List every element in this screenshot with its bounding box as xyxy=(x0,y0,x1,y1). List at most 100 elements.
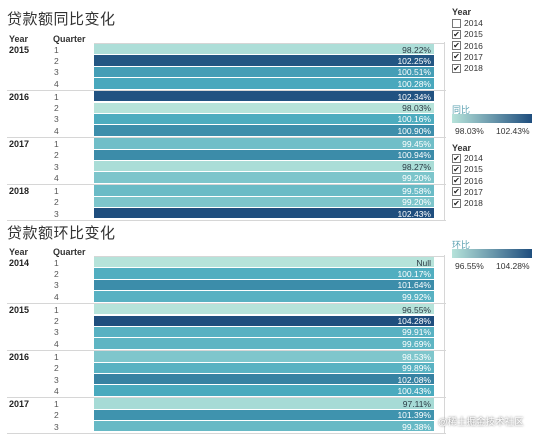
chart1-cell-2017-q4[interactable] xyxy=(94,172,434,184)
legend1-color-ramp xyxy=(452,114,532,123)
filter1-option-label: 2016 xyxy=(464,40,483,51)
filter1-option-2016[interactable]: ✔ 2016 xyxy=(452,41,483,51)
chart2-quarter-label: 1 xyxy=(54,257,59,268)
chart1-cell-2016-q4[interactable] xyxy=(94,125,434,137)
chart2-group-divider xyxy=(7,303,446,305)
chart1-quarter-label: 2 xyxy=(54,197,59,208)
chart2-title: 贷款额环比变化 xyxy=(7,224,116,242)
filter1-checkbox[interactable]: ✔ xyxy=(452,29,461,39)
chart2-cell-2015-q4[interactable] xyxy=(94,338,434,350)
chart2-cell-2016-q4[interactable] xyxy=(94,385,434,397)
filter1-option-label: 2017 xyxy=(464,51,483,62)
chart2-cell-2016-q3[interactable] xyxy=(94,374,434,386)
filter1-checkbox[interactable]: ✔ xyxy=(452,63,461,73)
chart2-value-label: 101.39% xyxy=(397,410,431,421)
filter2-option-label: 2016 xyxy=(464,175,483,186)
filter1-option-2018[interactable]: ✔ 2018 xyxy=(452,63,483,73)
chart2-heatmap: 2014 1 Null 2 100.17% 3 101.64% 4 99.92% 2015 1 96.… xyxy=(7,255,446,434)
chart2-value-label: Null xyxy=(416,257,431,268)
filter2-option-2018[interactable]: ✔ 2018 xyxy=(452,198,483,208)
filter1-checkbox[interactable] xyxy=(452,18,461,28)
chart2-value-label: 104.28% xyxy=(397,316,431,326)
filter1-checkbox[interactable]: ✔ xyxy=(452,52,461,62)
filter1-option-2015[interactable]: ✔ 2015 xyxy=(452,29,483,39)
chart1-heatmap: 2015 1 98.22% 2 102.25% 3 100.51% 4 100.28% 2016 1… xyxy=(0,0,450,221)
chart1-quarter-label: 1 xyxy=(54,44,59,55)
chart1-cell-2017-q1[interactable] xyxy=(94,138,434,150)
filter2-option-2016[interactable]: ✔ 2016 xyxy=(452,176,483,186)
chart2-header-rule xyxy=(94,256,444,257)
chart1-value-label: 98.22% xyxy=(402,44,431,55)
chart1-value-label: 99.20% xyxy=(402,172,431,183)
chart2-quarter-label: 3 xyxy=(54,421,59,432)
chart2-cell-2017-q1[interactable] xyxy=(94,398,434,410)
chart1-year-header: Year xyxy=(9,34,29,44)
chart1-quarter-label: 2 xyxy=(54,55,59,66)
legend2-max-label: 104.28% xyxy=(496,261,530,271)
chart2-cell-2015-q1[interactable] xyxy=(94,304,434,316)
chart2-quarter-header: Quarter xyxy=(53,247,86,257)
chart1-cell-2017-q2[interactable] xyxy=(94,149,434,161)
filter1-checkbox[interactable]: ✔ xyxy=(452,41,461,51)
chart1-right-border xyxy=(444,42,445,221)
legend1-max-label: 102.43% xyxy=(496,126,530,136)
chart1-year-label-2015: 2015 xyxy=(9,44,30,55)
filter1-option-2017[interactable]: ✔ 2017 xyxy=(452,52,483,62)
filter2-option-2017[interactable]: ✔ 2017 xyxy=(452,187,483,197)
chart1-cell-2015-q4[interactable] xyxy=(94,78,434,90)
chart2-value-label: 100.17% xyxy=(397,268,431,279)
chart1-cell-2018-q3[interactable] xyxy=(94,208,434,220)
chart1-cell-2016-q1[interactable] xyxy=(94,91,434,103)
chart1-cell-2018-q1[interactable] xyxy=(94,185,434,197)
chart2-quarter-label: 3 xyxy=(54,327,59,338)
chart1-quarter-label: 3 xyxy=(54,161,59,172)
chart1-value-label: 99.20% xyxy=(402,197,431,208)
chart2-cell-2014-q4[interactable] xyxy=(94,291,434,303)
chart2-quarter-label: 1 xyxy=(54,351,59,362)
chart2-cell-2014-q3[interactable] xyxy=(94,279,434,292)
chart1-quarter-label: 3 xyxy=(54,114,59,125)
chart1-cell-2016-q3[interactable] xyxy=(94,113,434,126)
chart1-cell-2018-q2[interactable] xyxy=(94,196,434,209)
chart2-value-label: 96.55% xyxy=(402,304,431,315)
chart2-cell-2016-q1[interactable] xyxy=(94,351,434,363)
chart1-cell-2015-q3[interactable] xyxy=(94,66,434,79)
chart2-cell-2017-q3[interactable] xyxy=(94,421,434,433)
filter2-title: Year xyxy=(452,143,472,153)
filter2-checkbox[interactable]: ✔ xyxy=(452,153,461,163)
chart2-value-label: 99.89% xyxy=(402,363,431,374)
chart1-cell-2015-q1[interactable] xyxy=(94,44,434,56)
chart1-value-label: 102.34% xyxy=(397,91,431,102)
filter2-checkbox[interactable]: ✔ xyxy=(452,187,461,197)
chart1-cell-2016-q2[interactable] xyxy=(94,102,434,114)
filter2-checkbox[interactable]: ✔ xyxy=(452,198,461,208)
chart1-quarter-label: 4 xyxy=(54,78,59,89)
filter2-option-2015[interactable]: ✔ 2015 xyxy=(452,164,483,174)
chart1-year-label-2017: 2017 xyxy=(9,138,30,149)
chart1-value-label: 100.28% xyxy=(397,78,431,89)
filter2-checkbox[interactable]: ✔ xyxy=(452,176,461,186)
chart2-cell-2015-q3[interactable] xyxy=(94,326,434,339)
chart2-value-label: 100.43% xyxy=(397,385,431,396)
chart2-value-label: 102.08% xyxy=(397,374,431,385)
filter1-option-label: 2015 xyxy=(464,29,483,40)
chart1-group-divider xyxy=(7,137,446,139)
chart2-quarter-label: 4 xyxy=(54,385,59,396)
filter1-option-2014[interactable]: 2014 xyxy=(452,18,483,28)
chart1-quarter-label: 4 xyxy=(54,125,59,136)
legend1-min-label: 98.03% xyxy=(455,126,484,136)
chart1-year-label-2016: 2016 xyxy=(9,91,30,102)
chart1-group-divider xyxy=(7,90,446,92)
filter2-checkbox[interactable]: ✔ xyxy=(452,164,461,174)
chart2-cell-2017-q2[interactable] xyxy=(94,409,434,422)
chart2-cell-2014-q1[interactable] xyxy=(94,257,434,269)
chart2-quarter-label: 2 xyxy=(54,363,59,374)
chart1-header-rule xyxy=(94,43,444,44)
chart2-cell-2014-q2[interactable] xyxy=(94,268,434,280)
chart1-cell-2017-q3[interactable] xyxy=(94,161,434,173)
chart2-cell-2015-q2[interactable] xyxy=(94,315,434,327)
filter2-option-2014[interactable]: ✔ 2014 xyxy=(452,153,483,163)
chart2-cell-2016-q2[interactable] xyxy=(94,362,434,374)
chart1-cell-2015-q2[interactable] xyxy=(94,55,434,67)
chart2-quarter-label: 3 xyxy=(54,280,59,291)
